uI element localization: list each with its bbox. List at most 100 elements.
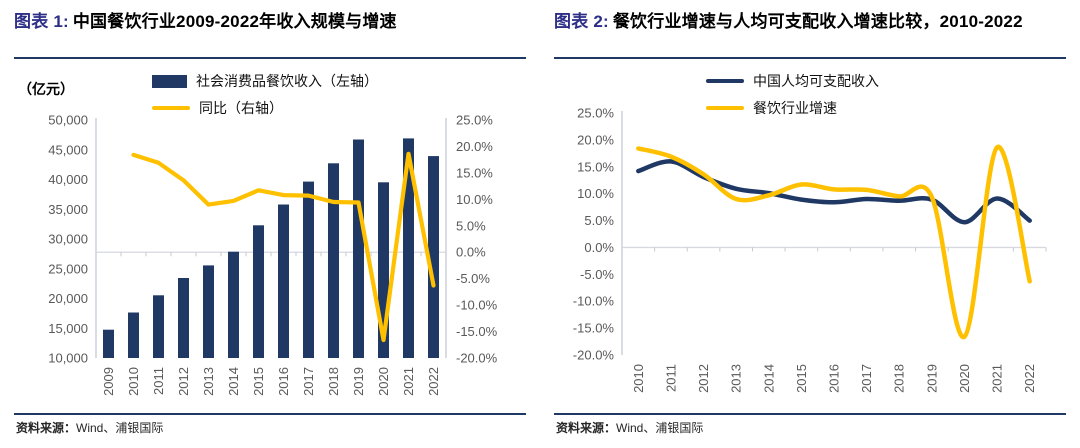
figure-1-unit-label: （亿元）: [18, 81, 74, 97]
x-axis-year-label: 2012: [696, 364, 711, 393]
revenue-bar-2010: [128, 312, 139, 358]
y-axis-tick-label: 0.0%: [584, 240, 614, 255]
left-axis-tick-label: 45,000: [48, 142, 88, 157]
left-axis-tick-label: 35,000: [48, 202, 88, 217]
figure-1-legend-line-label: 同比（右轴）: [199, 100, 283, 116]
x-axis-year-label: 2013: [729, 364, 744, 393]
y-axis-tick-label: 5.0%: [584, 213, 614, 228]
figure-2-title-text: 餐饮行业增速与人均可支配收入增速比较，2010-2022: [612, 12, 1023, 31]
figure-2-legend: 中国人均可支配收入 餐饮行业增速: [706, 71, 879, 118]
figure-2-label: 图表 2:: [554, 12, 609, 31]
x-axis-year-label: 2016: [276, 367, 291, 396]
x-axis-year-label: 2015: [794, 364, 809, 393]
x-axis-year-label: 2017: [301, 367, 316, 396]
x-axis-year-label: 2011: [151, 367, 166, 395]
y-axis-tick-label: 20.0%: [577, 132, 614, 147]
x-axis-year-label: 2019: [351, 367, 366, 396]
x-axis-year-label: 2013: [201, 367, 216, 396]
bar-series-swatch: [152, 74, 187, 88]
left-axis-tick-label: 20,000: [48, 291, 88, 306]
figure-1-source-rule: [14, 413, 526, 415]
revenue-bar-2018: [328, 163, 339, 358]
left-axis-tick-label: 10,000: [48, 351, 88, 366]
figure-2-source-prefix: 资料来源：: [556, 421, 617, 435]
right-axis-tick-label: -5.0%: [456, 271, 490, 286]
right-axis-tick-label: -10.0%: [456, 298, 498, 313]
revenue-bar-2012: [178, 278, 189, 358]
right-axis-tick-label: 0.0%: [456, 245, 486, 260]
right-axis-tick-label: -15.0%: [456, 324, 498, 339]
figure-1-legend-line-entry: 同比（右轴）: [152, 98, 378, 118]
figure-1-chart: 50,000 45,000 40,000 35,000 30,000 25,000 20,0…: [14, 59, 526, 411]
left-axis-tick-label: 15,000: [48, 321, 88, 336]
figure-2-source-rule: [554, 413, 1066, 415]
right-axis-tick-label: 5.0%: [456, 218, 486, 233]
figure-1-title: 图表 1: 中国餐饮行业2009-2022年收入规模与增速: [14, 11, 526, 33]
figure-2-title-rule: [554, 57, 1066, 59]
figure-2-source: 资料来源：Wind、浦银国际: [556, 419, 1066, 436]
y-axis-tick-label: -10.0%: [573, 294, 615, 309]
x-axis-year-label: 2021: [990, 364, 1005, 393]
y-axis-tick-label: -15.0%: [573, 321, 615, 336]
y-axis-tick-label: 10.0%: [577, 186, 614, 201]
right-axis-tick-label: 20.0%: [456, 139, 493, 154]
figure-2-legend-catering-entry: 餐饮行业增速: [706, 98, 879, 118]
revenue-bar-2009: [103, 329, 114, 358]
right-axis-tick-label: 15.0%: [456, 165, 493, 180]
revenue-bar-2017: [303, 181, 314, 358]
x-axis-year-label: 2016: [827, 364, 842, 393]
x-axis-year-label: 2022: [1022, 364, 1037, 393]
figure-1-legend-bar-entry: 社会消费品餐饮收入（左轴）: [152, 71, 378, 91]
x-axis-year-label: 2009: [101, 367, 116, 396]
revenue-bar-2019: [353, 139, 364, 358]
x-axis-year-label: 2021: [401, 367, 416, 396]
income-line-swatch: [706, 79, 744, 83]
x-axis-year-label: 2020: [376, 367, 391, 396]
left-axis-tick-label: 30,000: [48, 232, 88, 247]
y-axis-tick-label: -20.0%: [573, 348, 615, 363]
x-axis-year-label: 2017: [859, 364, 874, 393]
figure-2-chart-canvas: 25.0% 20.0% 15.0% 10.0% 5.0% 0.0% -5.0% -10.0% -…: [573, 106, 1047, 393]
y-axis-tick-label: 25.0%: [577, 106, 614, 121]
y-axis-tick-label: -5.0%: [580, 267, 614, 282]
y-axis-tick-label: 15.0%: [577, 159, 614, 174]
figure-2-title: 图表 2: 餐饮行业增速与人均可支配收入增速比较，2010-2022: [554, 11, 1066, 33]
figure-1-legend: 社会消费品餐饮收入（左轴） 同比（右轴）: [152, 71, 378, 118]
figure-1-source-text: Wind、浦银国际: [76, 421, 164, 435]
figure-1-source: 资料来源：Wind、浦银国际: [16, 419, 526, 436]
revenue-bar-2014: [228, 251, 239, 358]
x-axis-year-label: 2012: [176, 367, 191, 396]
figure-1-chart-canvas: 50,000 45,000 40,000 35,000 30,000 25,000 20,0…: [48, 113, 498, 396]
revenue-bar-2013: [203, 265, 214, 358]
right-axis-tick-label: 10.0%: [456, 192, 493, 207]
x-axis-year-label: 2015: [251, 367, 266, 396]
x-axis-year-label: 2018: [326, 367, 341, 396]
figure-1-header: 图表 1: 中国餐饮行业2009-2022年收入规模与增速: [14, 0, 526, 57]
figure-1-section: 图表 1: 中国餐饮行业2009-2022年收入规模与增速 50,000 45,00…: [14, 0, 526, 436]
figure-1-label: 图表 1:: [14, 12, 69, 31]
catering-industry-growth-line: [636, 145, 1032, 339]
x-axis-year-label: 2010: [631, 364, 646, 393]
right-axis-tick-label: 25.0%: [456, 113, 493, 128]
left-axis-tick-label: 50,000: [48, 113, 88, 128]
figure-1-legend-bar-label: 社会消费品餐饮收入（左轴）: [196, 73, 378, 89]
right-axis-tick-label: -20.0%: [456, 351, 498, 366]
left-axis-tick-label: 25,000: [48, 261, 88, 276]
revenue-bar-2022: [428, 156, 439, 358]
figure-2-section: 图表 2: 餐饮行业增速与人均可支配收入增速比较，2010-2022 25.0% 2…: [540, 0, 1080, 448]
figure-1-title-rule: [14, 57, 526, 59]
x-axis-year-label: 2014: [761, 364, 776, 393]
figure-1-source-prefix: 资料来源：: [16, 421, 77, 435]
x-axis-year-label: 2011: [663, 364, 678, 392]
x-axis-year-label: 2018: [892, 364, 907, 393]
figure-2-header: 图表 2: 餐饮行业增速与人均可支配收入增速比较，2010-2022: [554, 0, 1066, 57]
x-axis-year-label: 2014: [226, 367, 241, 396]
revenue-bar-2015: [253, 225, 264, 358]
revenue-bar-2011: [153, 295, 164, 358]
left-axis-tick-label: 40,000: [48, 172, 88, 187]
x-axis-year-label: 2020: [957, 364, 972, 393]
x-axis-year-label: 2022: [426, 367, 441, 396]
figure-2-legend-income-entry: 中国人均可支配收入: [706, 71, 879, 91]
yoy-growth-line: [131, 151, 436, 343]
